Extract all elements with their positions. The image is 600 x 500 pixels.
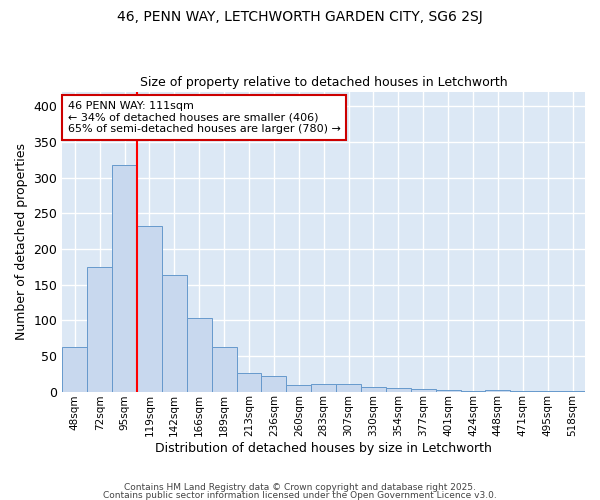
Bar: [386, 388, 411, 392]
Bar: [262, 376, 286, 392]
Bar: [560, 391, 585, 392]
Bar: [311, 384, 336, 392]
Bar: [511, 391, 535, 392]
Bar: [112, 165, 137, 392]
Bar: [436, 390, 461, 392]
Bar: [62, 348, 87, 392]
Text: 46, PENN WAY, LETCHWORTH GARDEN CITY, SG6 2SJ: 46, PENN WAY, LETCHWORTH GARDEN CITY, SG…: [117, 10, 483, 24]
Bar: [87, 267, 112, 392]
Bar: [187, 318, 212, 392]
Bar: [485, 390, 511, 392]
Bar: [461, 391, 485, 392]
Bar: [236, 373, 262, 392]
Bar: [137, 226, 162, 392]
Text: 46 PENN WAY: 111sqm
← 34% of detached houses are smaller (406)
65% of semi-detac: 46 PENN WAY: 111sqm ← 34% of detached ho…: [68, 101, 340, 134]
Bar: [162, 276, 187, 392]
Text: Contains HM Land Registry data © Crown copyright and database right 2025.: Contains HM Land Registry data © Crown c…: [124, 484, 476, 492]
Bar: [212, 348, 236, 392]
X-axis label: Distribution of detached houses by size in Letchworth: Distribution of detached houses by size …: [155, 442, 492, 455]
Bar: [411, 390, 436, 392]
Bar: [286, 385, 311, 392]
Y-axis label: Number of detached properties: Number of detached properties: [15, 144, 28, 340]
Bar: [336, 384, 361, 392]
Text: Contains public sector information licensed under the Open Government Licence v3: Contains public sector information licen…: [103, 490, 497, 500]
Bar: [535, 391, 560, 392]
Title: Size of property relative to detached houses in Letchworth: Size of property relative to detached ho…: [140, 76, 508, 90]
Bar: [361, 388, 386, 392]
